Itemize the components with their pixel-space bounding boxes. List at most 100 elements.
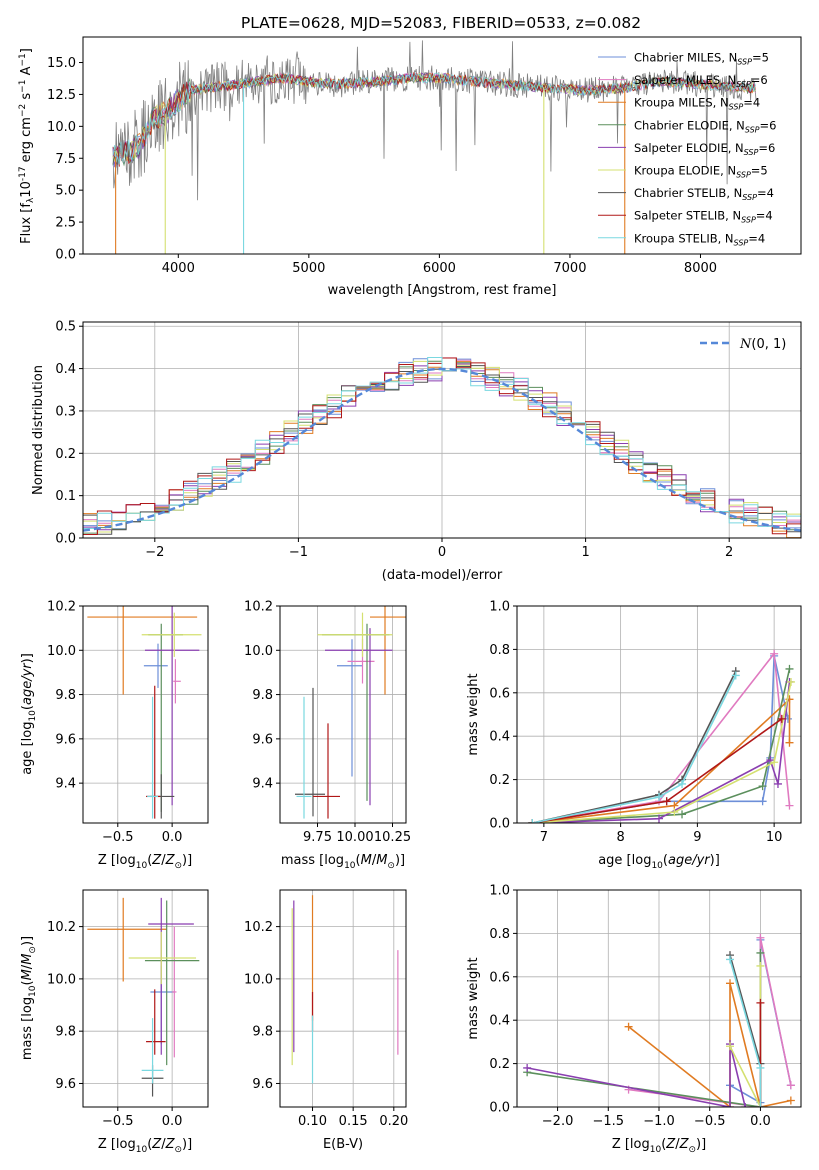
series-marker [770,758,779,767]
series-marker [773,779,782,788]
y-tick-label: 1.0 [489,884,510,899]
plot-area [112,40,757,254]
x-tick-label: 0 [438,545,446,560]
y-tick-label: 9.4 [55,777,76,792]
y-tick-label: 12.5 [47,88,76,103]
y-tick-label: 10.0 [47,972,76,987]
plot-area [87,606,202,819]
series-marker [787,677,796,686]
axes-frame [279,605,407,824]
axes-frame [516,889,802,1108]
series-line [532,681,792,823]
y-tick-label: 10.0 [47,644,76,659]
series-marker [678,779,687,788]
y-tick-label: 10.0 [244,644,273,659]
plot-area [528,649,796,823]
legend-label: Salpeter STELIB, NSSP=4 [634,209,773,225]
x-tick-label: −0.5 [102,830,134,845]
y-axis-label: mass weight [466,957,481,1039]
series-marker [770,649,779,658]
series-marker [785,664,794,673]
histogram-series [83,357,801,529]
y-tick-label: 0.0 [55,532,76,547]
y-tick-label: 10.2 [47,600,76,615]
y-tick-label: 1.0 [489,600,510,615]
spectrum-panel: 4000 5000 6000 7000 8000 0.0 2.5 5.0 7.5 10.0 12.5… [18,36,802,298]
x-tick-label: 8000 [684,261,717,276]
y-tick-label: 0.2 [489,1057,510,1072]
series-marker [726,955,734,964]
series-marker [758,797,767,806]
series-line [526,1043,746,1107]
legend-label: N(0, 1) [739,337,786,352]
y-axis-label: mass [log10(M/M⊙)] [20,936,38,1060]
axes-frame [82,36,802,255]
plot-area [83,357,801,538]
y-tick-label: 10.2 [244,920,273,935]
x-tick-label: −1 [289,545,308,560]
x-tick-label: 0.15 [339,1114,368,1129]
x-tick-label: 10 [766,830,783,845]
series-marker [726,1042,734,1051]
y-tick-label: 9.8 [55,1025,76,1040]
y-tick-label: 9.6 [55,1077,76,1092]
x-tick-label: 10.00 [336,830,373,845]
y-tick-label: 0.0 [489,817,510,832]
series-marker [655,792,663,801]
series-line [532,670,737,823]
y-tick-label: 15.0 [47,56,76,71]
legend-label: Chabrier ELODIE, NSSP=6 [634,118,776,134]
series-marker [741,1103,750,1107]
y-tick-label: 7.5 [55,152,76,167]
x-tick-label: 0.0 [162,1114,183,1129]
y-tick-label: 0.6 [489,686,510,701]
x-axis-label: Z [log10(Z/Z⊙)] [612,1137,706,1155]
legend-label: Chabrier STELIB, NSSP=4 [634,186,774,202]
series-marker [726,1103,734,1107]
mass-vs-metallicity-panel: −0.5 0.0 9.6 9.8 10.0 10.2 Z [log10(Z/Z⊙)] mass… [20,889,209,1155]
x-tick-label: 10.25 [374,830,411,845]
y-axis-label: age [log10(age/yr)] [20,653,38,775]
legend-label: Chabrier MILES, NSSP=5 [634,51,769,67]
x-tick-label: 0.10 [298,1114,327,1129]
y-tick-label: 9.6 [252,1077,273,1092]
x-tick-label: 1 [581,545,589,560]
legend-label: Kroupa MILES, NSSP=4 [634,96,760,112]
y-tick-label: 0.0 [55,248,76,263]
y-tick-label: 9.6 [252,732,273,747]
x-axis-label: wavelength [Angstrom, rest frame] [328,283,557,298]
y-tick-label: 0.4 [489,1014,510,1029]
series-marker [785,801,794,810]
mass-vs-ebv-panel: 0.10 0.15 0.20 9.6 9.8 10.0 10.2 E(B-V) [244,889,408,1152]
axes-frame [82,889,209,1108]
series-line [532,668,791,823]
legend-label: Kroupa STELIB, NSSP=4 [634,231,765,247]
axes-frame [516,605,802,824]
x-tick-label: −0.5 [694,1114,726,1129]
y-tick-label: 0.2 [489,773,510,788]
series-marker [670,808,679,817]
age-vs-metallicity-panel: −0.5 0.0 9.4 9.6 9.8 10.0 10.2 Z [log10(Z/Z⊙)] a… [20,600,209,871]
y-tick-label: 0.8 [489,927,510,942]
model-spectrum [112,72,756,166]
axes-frame [279,889,407,1108]
series-marker [523,1063,532,1072]
series-marker [756,1103,765,1107]
y-tick-label: 9.4 [252,777,273,792]
series-marker [756,961,765,970]
age-vs-mass-panel: 9.75 10.00 10.25 9.4 9.6 9.8 10.0 10.2 mass [log… [244,600,411,872]
model-spectrum [112,72,756,165]
y-axis-label: Normed distribution [31,365,46,495]
plot-area [291,895,399,1084]
y-tick-label: 2.5 [55,216,76,231]
y-tick-label: 9.8 [55,688,76,703]
y-tick-label: 9.6 [55,732,76,747]
y-tick-label: 10.2 [47,920,76,935]
x-tick-label: −0.5 [102,1114,134,1129]
legend-label: Salpeter ELODIE, NSSP=6 [634,141,775,157]
series-line [532,675,737,823]
y-tick-label: 0.8 [489,643,510,658]
series-marker [678,810,687,819]
y-tick-label: 0.3 [55,404,76,419]
